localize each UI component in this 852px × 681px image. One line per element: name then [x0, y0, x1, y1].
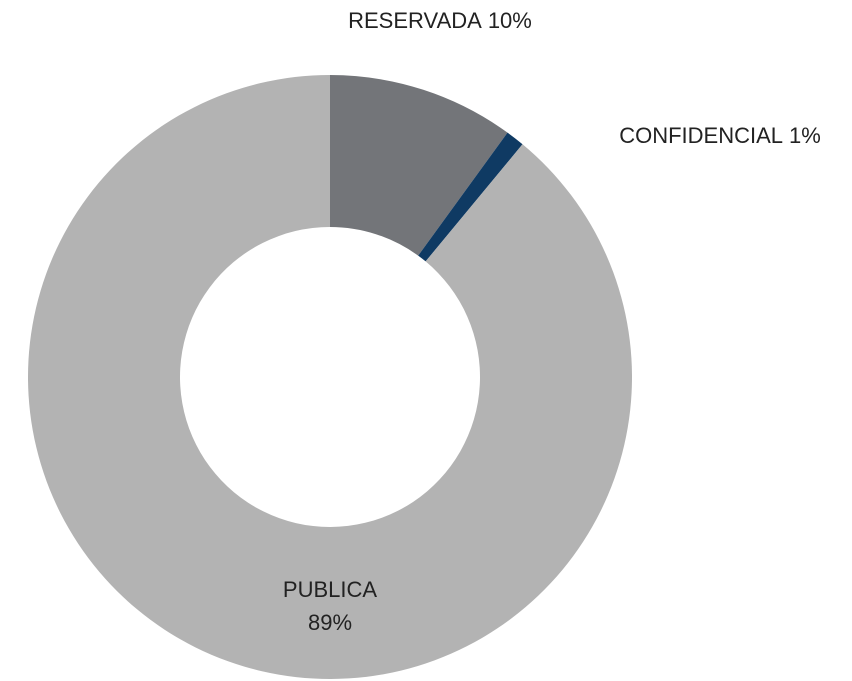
- slice-label: CONFIDENCIAL 1%: [619, 123, 821, 148]
- slice-category: PUBLICA: [283, 577, 377, 602]
- slice-value-label: 10%: [488, 8, 532, 33]
- slice-label: PUBLICA 89%: [283, 577, 377, 635]
- slice-value-label: 1%: [789, 123, 821, 148]
- donut-slice: [418, 132, 523, 262]
- slice-category: CONFIDENCIAL: [619, 123, 783, 148]
- slice-category: RESERVADA: [348, 8, 482, 33]
- slice-label: RESERVADA 10%: [348, 8, 532, 33]
- slice-value-label: 89%: [308, 610, 352, 635]
- donut-slice: [27, 75, 632, 679]
- donut-slice: [330, 75, 508, 256]
